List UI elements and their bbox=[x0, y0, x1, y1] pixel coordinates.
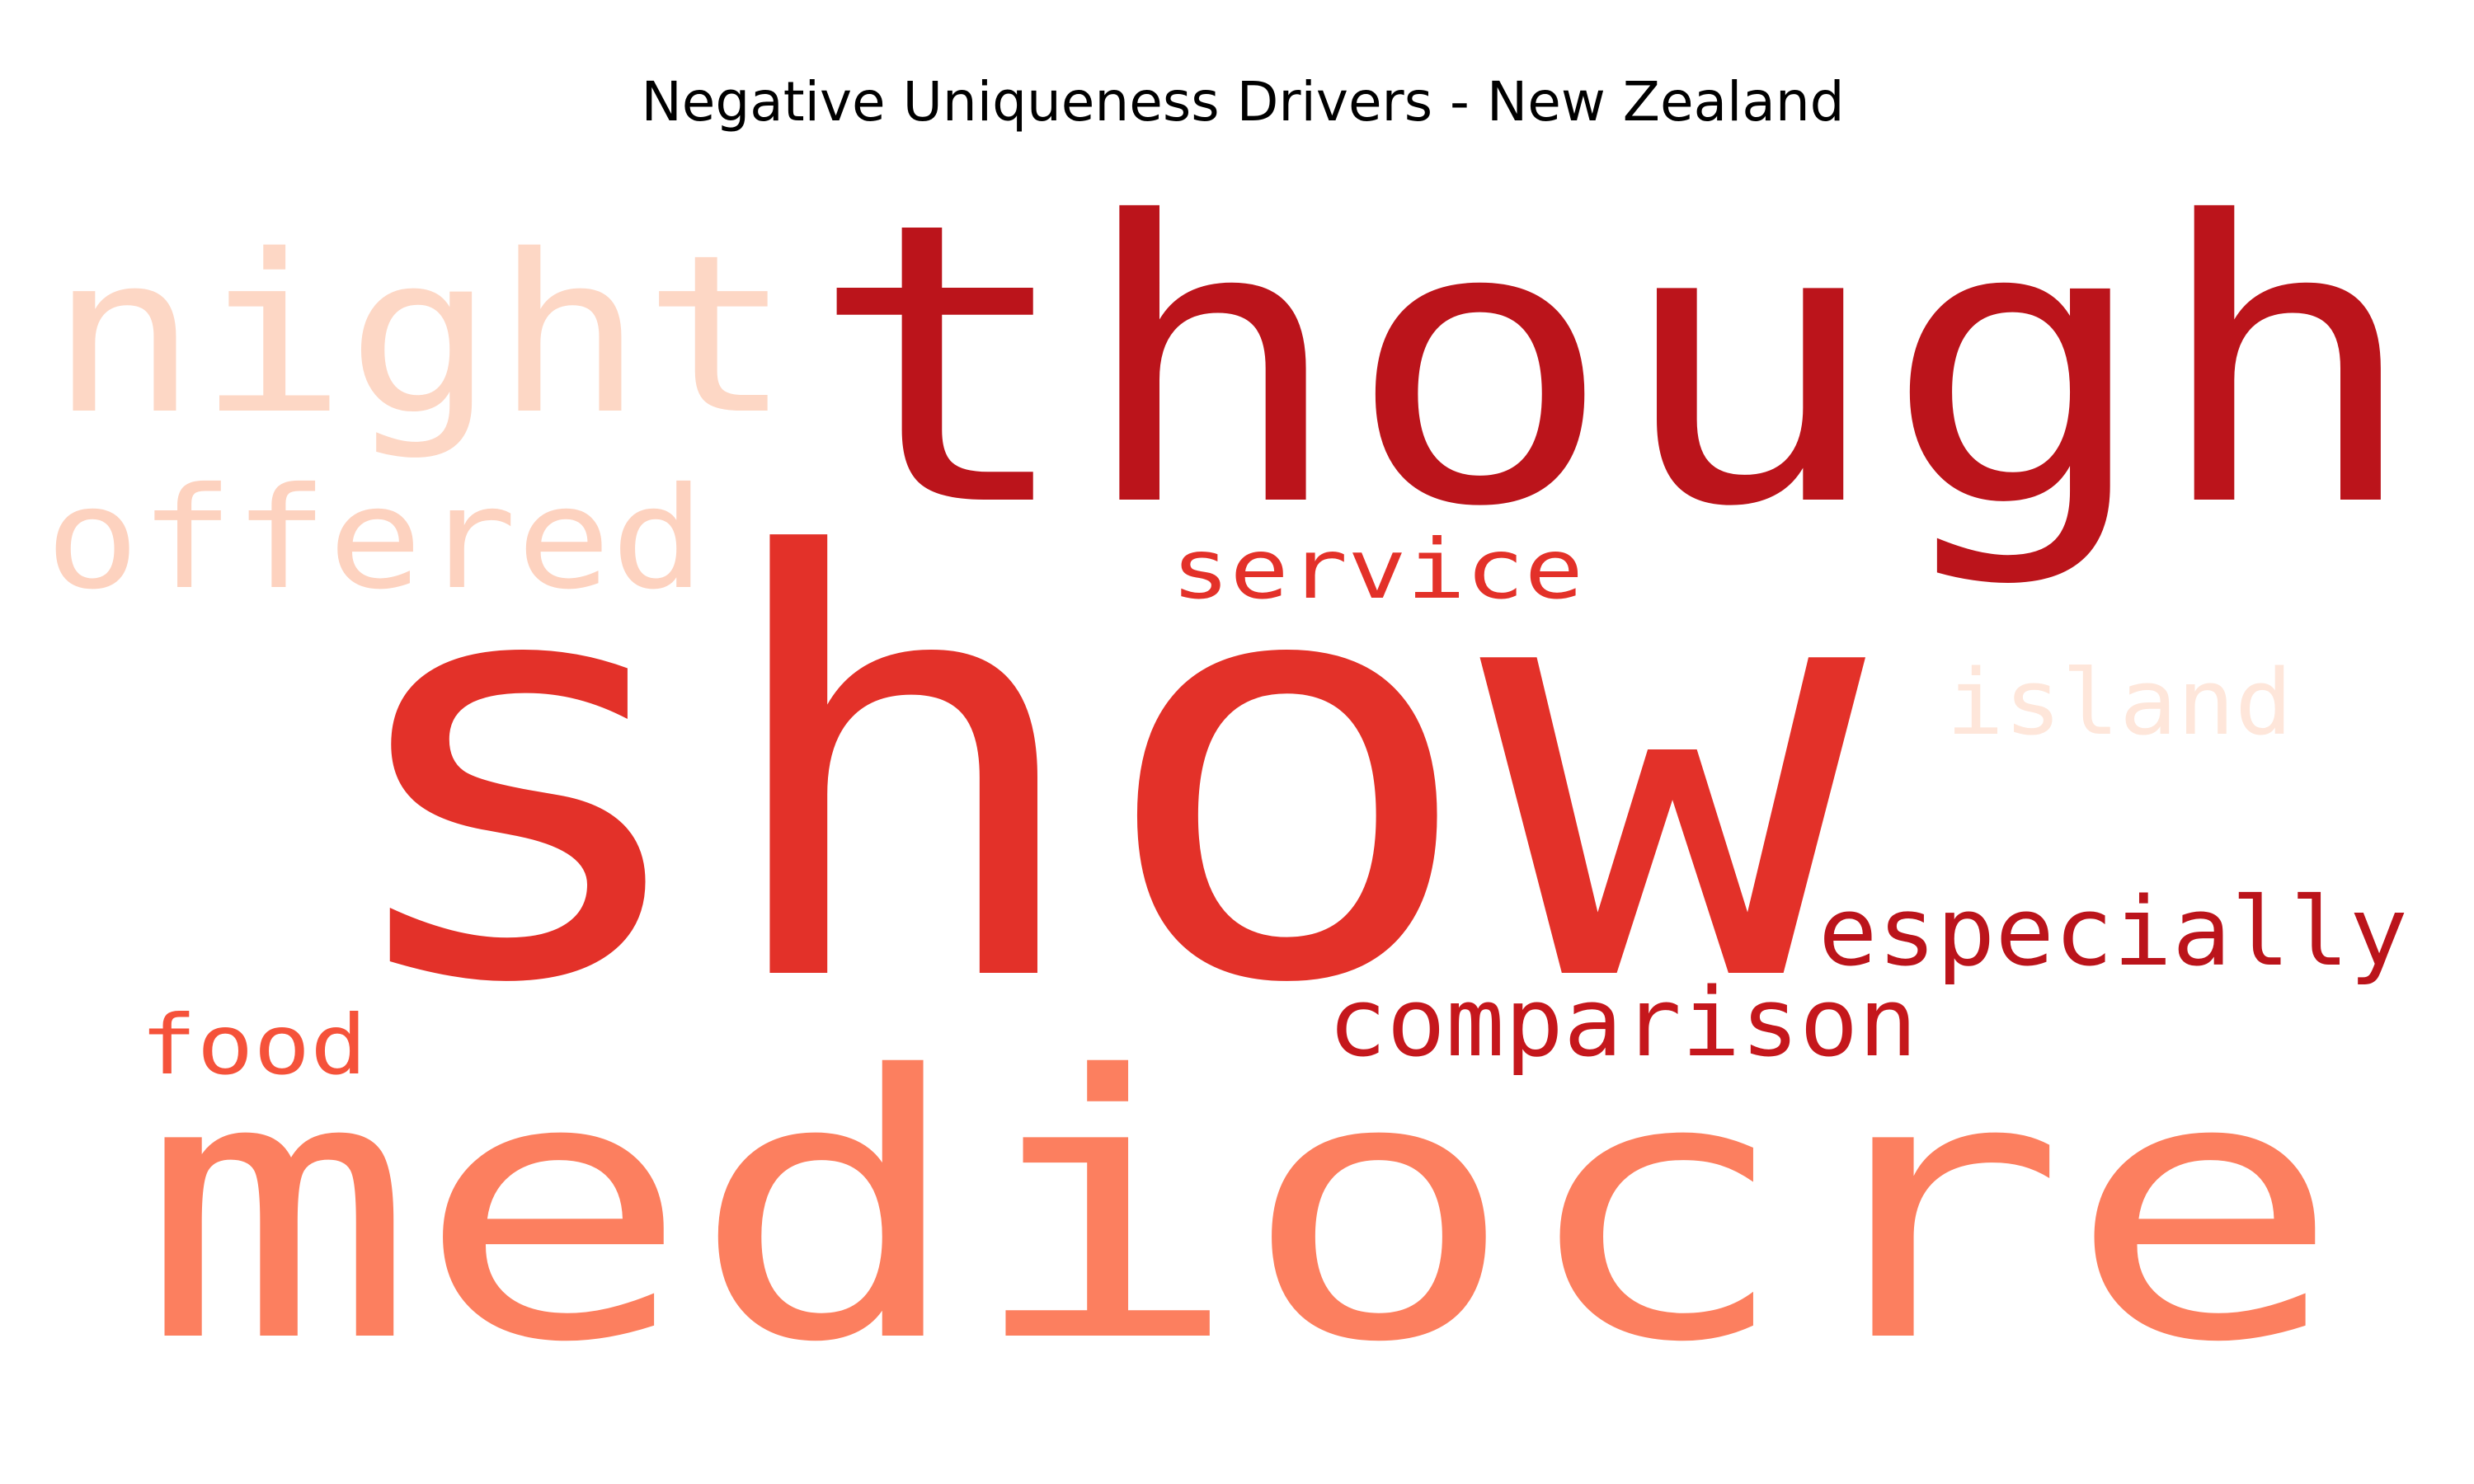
word-service: service bbox=[1171, 521, 1583, 618]
word-especially: especially bbox=[1818, 877, 2408, 988]
chart-title: Negative Uniqueness Drivers - New Zealan… bbox=[641, 70, 1844, 134]
word-comparison: comparison bbox=[1328, 968, 1917, 1078]
word-show: show bbox=[323, 438, 1870, 1110]
word-offered: offered bbox=[45, 458, 705, 621]
word-food: food bbox=[140, 997, 367, 1093]
word-island: island bbox=[1946, 650, 2293, 755]
word-night: night bbox=[49, 209, 792, 463]
word-mediocre: mediocre bbox=[140, 999, 2342, 1421]
word-though: though bbox=[808, 140, 2420, 591]
